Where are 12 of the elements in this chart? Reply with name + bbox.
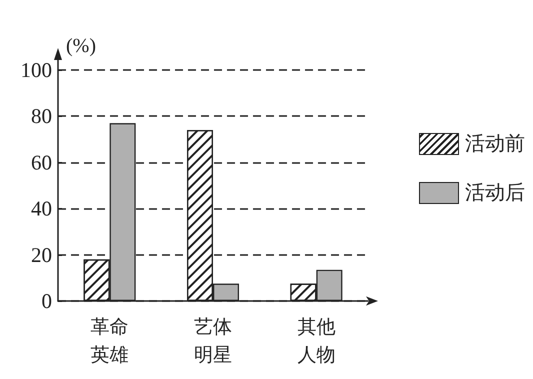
legend-label: 活动前 [465, 130, 525, 157]
y-tick-label: 20 [31, 242, 52, 267]
x-tick-label: 革命英雄 [90, 316, 129, 366]
y-tick-label: 60 [31, 150, 52, 174]
y-tick-label: 40 [31, 196, 52, 221]
y-axis-title: (%) [66, 35, 96, 57]
legend-label: 活动后 [465, 179, 525, 206]
x-tick-label: 其他人物 [297, 316, 336, 366]
y-tick-label: 100 [20, 58, 52, 82]
x-tick-label: 艺体明星 [194, 316, 232, 366]
y-tick-label: 80 [31, 104, 52, 128]
y-tick-label: 0 [42, 289, 52, 313]
